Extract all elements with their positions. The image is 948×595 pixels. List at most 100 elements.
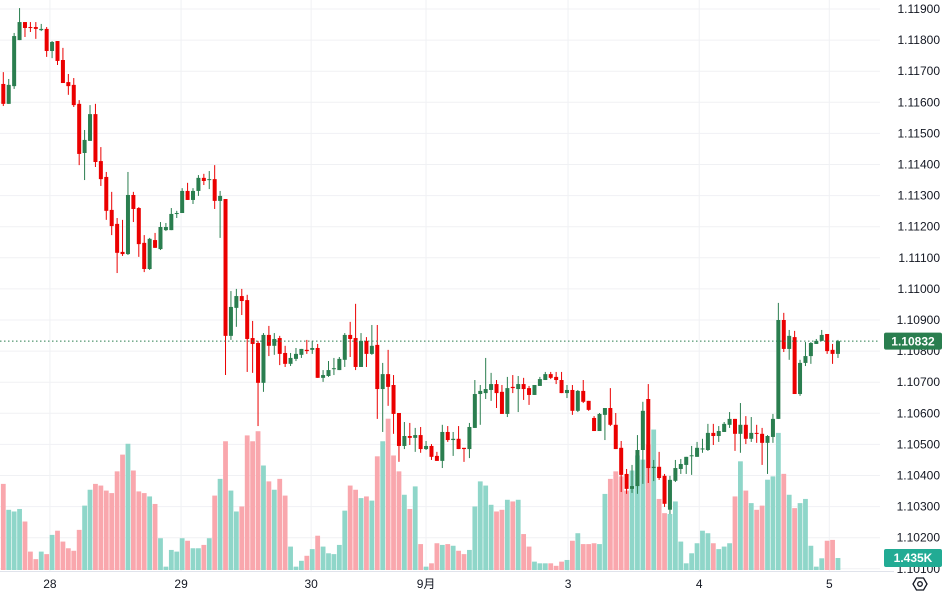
candle-body (342, 334, 347, 360)
volume-bar (136, 491, 142, 570)
candle-body (689, 455, 694, 457)
candle-body (375, 344, 380, 390)
volume-bar (6, 509, 12, 570)
volume-bar (168, 549, 174, 570)
volume-bar (613, 471, 619, 570)
volume-bar (743, 490, 749, 570)
price-tick-label: 1.11400 (898, 158, 941, 172)
candle-body (136, 208, 141, 245)
volume-bar (721, 546, 727, 570)
candle-body (12, 36, 17, 87)
candle-body (532, 384, 537, 395)
candle-body (77, 103, 82, 154)
candle (212, 165, 217, 209)
price-tick-label: 1.11800 (898, 33, 941, 47)
candle-body (50, 41, 55, 51)
candle-body (88, 114, 93, 141)
candle-body (293, 353, 298, 359)
candle-body (66, 82, 71, 87)
candle (98, 147, 103, 186)
volume-bar (369, 500, 375, 570)
candle-body (510, 386, 515, 389)
volume-bar (141, 493, 147, 570)
candle-body (369, 345, 374, 354)
candle (678, 459, 683, 474)
candle (125, 171, 130, 256)
candle (489, 372, 494, 401)
volume-bar (434, 543, 440, 570)
volume-bar (239, 506, 245, 570)
candle (619, 440, 624, 492)
volume-bar (819, 558, 825, 570)
candle-body (640, 410, 645, 450)
candle (196, 175, 201, 196)
candle (819, 329, 824, 341)
candle-body (602, 408, 607, 415)
candle (494, 380, 499, 409)
price-tick-label: 1.10400 (897, 469, 941, 483)
candle (375, 324, 380, 419)
settings-gear-icon[interactable] (912, 577, 928, 591)
candle-body (619, 447, 624, 475)
candle-body (825, 333, 830, 352)
candle-body (256, 343, 261, 383)
candle (597, 412, 602, 432)
candle (185, 182, 190, 200)
volume-bar (575, 533, 581, 570)
candle-body (44, 28, 49, 51)
candle-body (6, 84, 11, 104)
candle-body (386, 374, 391, 387)
candle-body (467, 426, 472, 450)
candle-body (17, 22, 22, 41)
volume-bar (114, 471, 120, 570)
candles (1, 8, 840, 515)
candle (348, 321, 353, 358)
volume-bar (781, 473, 787, 570)
candle (798, 359, 803, 396)
volume-bar (223, 441, 228, 570)
candle (239, 288, 244, 316)
volume-bar (727, 543, 732, 570)
candle (527, 385, 532, 405)
volume-bar (537, 563, 543, 570)
candle (359, 333, 364, 367)
candle-body (142, 242, 147, 269)
candle (564, 384, 569, 399)
volume-bar (11, 511, 17, 570)
volume-bar (65, 548, 71, 570)
candle-body (1, 83, 6, 104)
candle-body (380, 374, 385, 390)
volume-bar (320, 546, 326, 570)
volume-bar (185, 540, 190, 570)
volume-bar (17, 508, 22, 570)
candle (293, 347, 298, 362)
candle (261, 333, 266, 392)
volume-bar (190, 548, 196, 570)
volume-bar (103, 490, 109, 570)
volume-bar (309, 549, 315, 570)
candle (272, 333, 277, 355)
candle-body (266, 334, 271, 346)
volume-bar (618, 476, 624, 570)
volume-bar (33, 559, 39, 570)
volume-bar (374, 456, 380, 570)
candle (499, 384, 504, 414)
candle (640, 401, 645, 484)
candle-body (787, 335, 792, 349)
candle-body (527, 388, 532, 395)
price-axis[interactable]: 1.11900 1.11800 1.11700 1.11600 1.11500 1.114… (897, 2, 941, 576)
candle-body (770, 418, 775, 437)
candle (342, 333, 347, 367)
volume-bar (564, 559, 570, 570)
volume-bar (147, 496, 153, 570)
time-tick-label: 30 (304, 577, 318, 591)
time-axis[interactable]: 28 29 30 9月 3 4 5 (43, 577, 833, 591)
volume-bar (429, 563, 434, 570)
candle-body (554, 376, 559, 381)
volume-bar (570, 540, 575, 570)
volume-bar (439, 544, 445, 570)
price-tick-label: 1.10600 (897, 406, 941, 420)
candle-body (33, 27, 38, 29)
time-tick-label: 29 (174, 577, 188, 591)
